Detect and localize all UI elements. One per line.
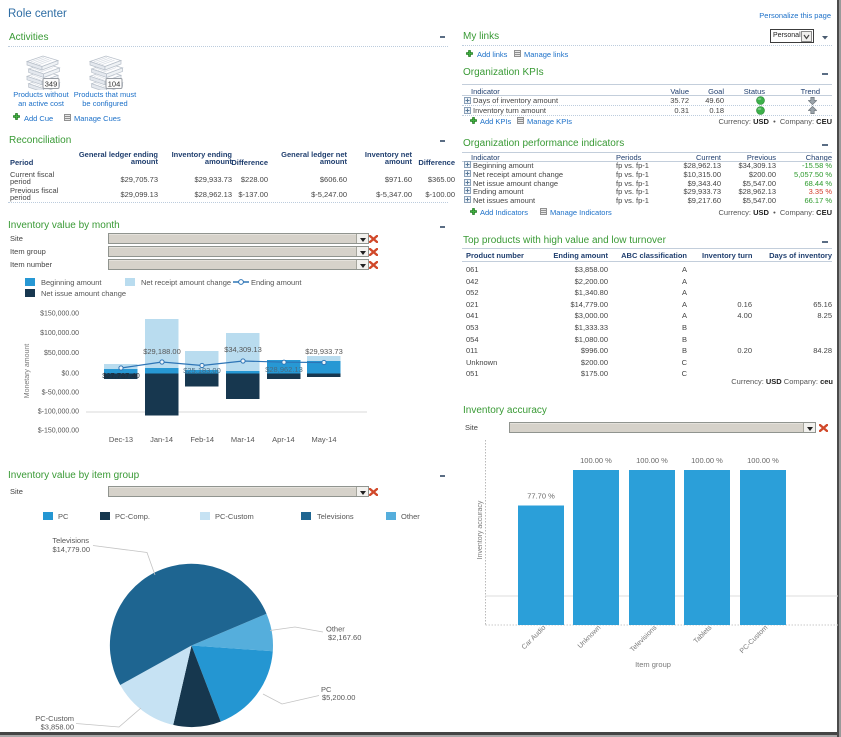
svg-text:PC-Custom: PC-Custom (35, 714, 74, 723)
svg-text:$-100,000.00: $-100,000.00 (38, 409, 79, 416)
svg-text:$50,000.00: $50,000.00 (44, 350, 79, 357)
svg-text:May-14: May-14 (311, 435, 336, 444)
svg-text:349: 349 (45, 80, 58, 89)
svg-text:77.70 %: 77.70 % (527, 492, 555, 501)
svg-text:Feb-14: Feb-14 (190, 435, 214, 444)
svg-text:PC-Custom: PC-Custom (739, 624, 770, 655)
svg-text:Televisions: Televisions (52, 536, 89, 545)
svg-text:Unknown: Unknown (577, 624, 603, 650)
svg-text:100.00 %: 100.00 % (636, 456, 668, 465)
svg-text:Monetary amount: Monetary amount (24, 344, 31, 399)
svg-text:Tablets: Tablets (693, 624, 714, 645)
svg-text:Other: Other (326, 625, 345, 634)
svg-text:Apr-14: Apr-14 (272, 435, 295, 444)
svg-text:100.00 %: 100.00 % (580, 456, 612, 465)
svg-text:$-150,000.00: $-150,000.00 (38, 428, 79, 435)
svg-text:100.00 %: 100.00 % (747, 456, 779, 465)
svg-text:$0.00: $0.00 (61, 371, 79, 378)
svg-text:$29,933.73: $29,933.73 (305, 347, 343, 356)
svg-text:104: 104 (108, 80, 121, 89)
svg-text:Dec-13: Dec-13 (109, 435, 133, 444)
svg-text:Inventory accuracy: Inventory accuracy (477, 500, 484, 559)
svg-text:$2,167.60: $2,167.60 (328, 633, 361, 642)
svg-text:Jan-14: Jan-14 (150, 435, 173, 444)
svg-text:$150,000.00: $150,000.00 (40, 311, 79, 318)
svg-text:$28,962.13: $28,962.13 (265, 365, 303, 374)
svg-text:Televisions: Televisions (629, 624, 659, 654)
svg-text:$25,183.00: $25,183.00 (183, 366, 221, 375)
svg-text:Item group: Item group (635, 660, 671, 669)
svg-text:$3,858.00: $3,858.00 (41, 723, 74, 732)
svg-text:PC: PC (321, 685, 332, 694)
svg-text:$-50,000.00: $-50,000.00 (42, 390, 79, 397)
svg-text:$5,200.00: $5,200.00 (322, 693, 355, 702)
svg-text:100.00 %: 100.00 % (691, 456, 723, 465)
svg-text:$14,779.00: $14,779.00 (52, 545, 90, 554)
svg-text:$27,787.40: $27,787.40 (102, 371, 140, 380)
svg-text:Mar-14: Mar-14 (231, 435, 255, 444)
svg-text:Car Audio: Car Audio (521, 624, 548, 651)
svg-text:$34,309.13: $34,309.13 (224, 345, 262, 354)
svg-text:$100,000.00: $100,000.00 (40, 330, 79, 337)
svg-text:$29,188.00: $29,188.00 (143, 347, 181, 356)
